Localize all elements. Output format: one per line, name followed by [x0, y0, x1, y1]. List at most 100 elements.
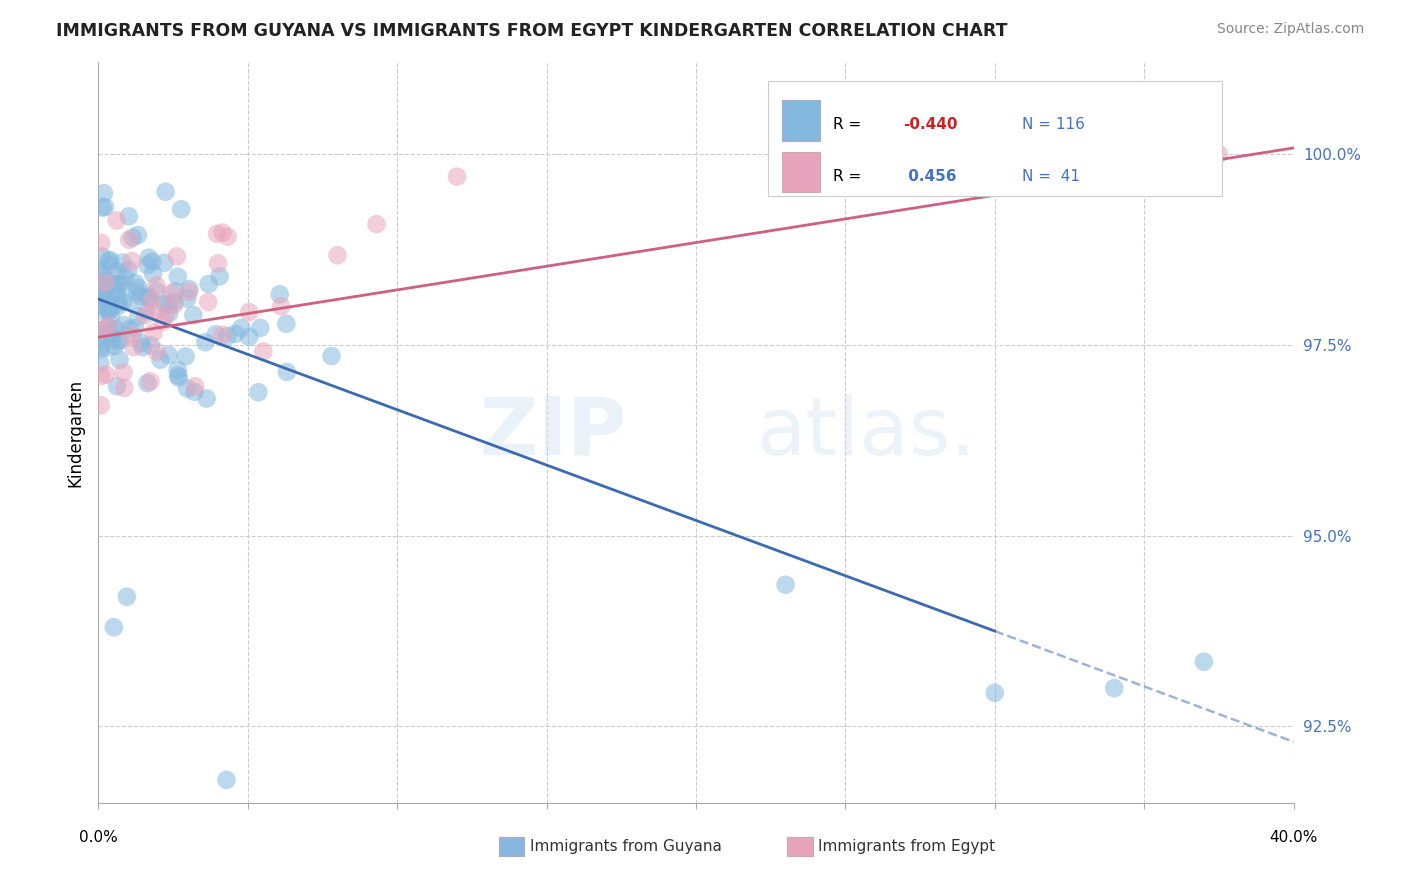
- Point: [112, 365, 135, 379]
- Point: [124, 276, 146, 290]
- Point: [111, 277, 134, 292]
- Point: [197, 295, 219, 310]
- Point: [127, 228, 149, 243]
- Point: [117, 263, 139, 277]
- Point: [91, 201, 114, 215]
- Point: [321, 349, 343, 363]
- Point: [252, 344, 274, 359]
- Point: [269, 287, 291, 301]
- Point: [205, 227, 228, 241]
- Point: [129, 336, 152, 351]
- Text: Immigrants from Egypt: Immigrants from Egypt: [818, 839, 995, 854]
- Point: [139, 338, 162, 352]
- Point: [211, 226, 233, 240]
- Text: IMMIGRANTS FROM GUYANA VS IMMIGRANTS FROM EGYPT KINDERGARTEN CORRELATION CHART: IMMIGRANTS FROM GUYANA VS IMMIGRANTS FRO…: [56, 22, 1008, 40]
- Point: [91, 250, 114, 264]
- Point: [141, 293, 163, 307]
- Point: [107, 299, 129, 313]
- Point: [146, 344, 169, 359]
- Point: [149, 352, 172, 367]
- Point: [124, 321, 146, 335]
- Point: [141, 255, 163, 269]
- Point: [138, 292, 160, 306]
- Point: [136, 376, 159, 391]
- Point: [90, 342, 112, 356]
- Point: [446, 169, 468, 184]
- Text: 0.456: 0.456: [903, 169, 956, 184]
- Point: [97, 318, 120, 333]
- Point: [93, 290, 115, 304]
- Point: [112, 381, 135, 395]
- Point: [238, 330, 260, 344]
- Text: N =  41: N = 41: [1022, 169, 1080, 184]
- Text: Source: ZipAtlas.com: Source: ZipAtlas.com: [1216, 22, 1364, 37]
- Point: [103, 339, 125, 353]
- FancyBboxPatch shape: [768, 81, 1222, 195]
- Point: [90, 235, 112, 250]
- Point: [184, 379, 207, 393]
- Point: [276, 317, 298, 331]
- Point: [145, 278, 167, 293]
- Point: [105, 288, 128, 302]
- Point: [155, 185, 177, 199]
- Point: [276, 365, 298, 379]
- Point: [118, 209, 141, 223]
- Point: [90, 398, 112, 412]
- Point: [153, 256, 176, 270]
- FancyBboxPatch shape: [782, 100, 820, 141]
- Point: [134, 309, 156, 323]
- Point: [96, 320, 118, 334]
- Point: [98, 252, 121, 267]
- Text: atlas.: atlas.: [756, 393, 976, 472]
- Text: -0.440: -0.440: [903, 117, 957, 132]
- Point: [127, 285, 149, 299]
- Point: [326, 248, 349, 262]
- Point: [98, 325, 121, 339]
- Point: [91, 267, 114, 281]
- Point: [174, 350, 197, 364]
- Point: [135, 304, 157, 318]
- Point: [136, 258, 159, 272]
- Point: [1208, 147, 1230, 161]
- Point: [247, 385, 270, 400]
- Point: [194, 335, 217, 350]
- FancyBboxPatch shape: [782, 152, 820, 193]
- Point: [152, 315, 174, 329]
- Point: [89, 263, 111, 277]
- Point: [97, 253, 120, 268]
- Point: [89, 356, 111, 370]
- Point: [94, 299, 117, 313]
- Point: [122, 340, 145, 354]
- Y-axis label: Kindergarten: Kindergarten: [66, 378, 84, 487]
- Point: [100, 309, 122, 323]
- Point: [225, 326, 247, 341]
- Point: [157, 298, 180, 312]
- Point: [105, 322, 128, 336]
- Point: [176, 382, 198, 396]
- Point: [121, 230, 143, 244]
- Point: [94, 200, 117, 214]
- Point: [111, 294, 134, 309]
- Point: [775, 578, 797, 592]
- Point: [96, 291, 118, 305]
- Text: R =: R =: [834, 169, 866, 184]
- Point: [146, 285, 169, 299]
- Point: [93, 186, 115, 201]
- Point: [115, 590, 138, 604]
- Point: [231, 321, 253, 335]
- Point: [167, 368, 190, 383]
- Point: [120, 293, 142, 308]
- Point: [270, 299, 292, 313]
- Point: [160, 286, 183, 301]
- Point: [163, 294, 186, 309]
- Point: [98, 259, 121, 273]
- Point: [366, 217, 388, 231]
- Point: [183, 384, 205, 399]
- Point: [163, 298, 186, 312]
- Point: [157, 348, 180, 362]
- Text: Immigrants from Guyana: Immigrants from Guyana: [530, 839, 721, 854]
- Point: [89, 329, 111, 343]
- Point: [90, 303, 112, 318]
- Point: [136, 289, 159, 303]
- Point: [105, 379, 128, 393]
